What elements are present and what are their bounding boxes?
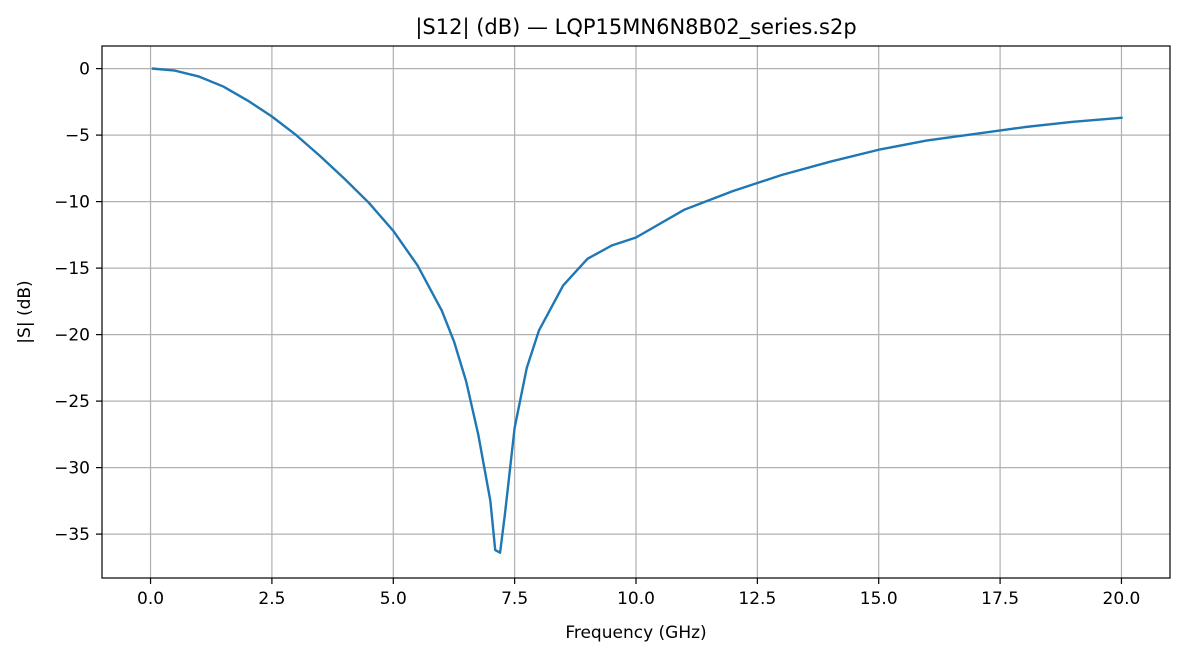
- x-tick-label: 2.5: [258, 589, 285, 609]
- tick-layer: 0.0 2.5 5.0 7.5 10.0 12.5 15.0 17.5 20.0 0 −5 −10 −1…: [54, 60, 1140, 609]
- y-tick-label: −20: [54, 326, 90, 346]
- x-axis-label: Frequency (GHz): [565, 623, 706, 643]
- x-tick-label: 12.5: [738, 589, 776, 609]
- y-tick-label: −25: [54, 392, 90, 412]
- x-tick-label: 20.0: [1103, 589, 1141, 609]
- x-tick-label: 10.0: [617, 589, 655, 609]
- x-tick-label: 17.5: [981, 589, 1019, 609]
- y-tick-label: 0: [79, 60, 90, 80]
- line-layer: [151, 67, 1123, 554]
- chart-title: |S12| (dB) — LQP15MN6N8B02_series.s2p: [415, 15, 856, 40]
- x-tick-label: 0.0: [137, 589, 164, 609]
- series-line: [151, 67, 1123, 554]
- y-tick-label: −15: [54, 259, 90, 279]
- y-tick-label: −10: [54, 193, 90, 213]
- grid-layer: [102, 46, 1170, 578]
- y-tick-label: −35: [54, 525, 90, 545]
- x-tick-label: 7.5: [501, 589, 528, 609]
- x-tick-label: 15.0: [860, 589, 898, 609]
- x-tick-label: 5.0: [380, 589, 407, 609]
- y-tick-label: −30: [54, 459, 90, 479]
- y-tick-label: −5: [65, 126, 90, 146]
- y-axis-label: |S| (dB): [15, 280, 35, 343]
